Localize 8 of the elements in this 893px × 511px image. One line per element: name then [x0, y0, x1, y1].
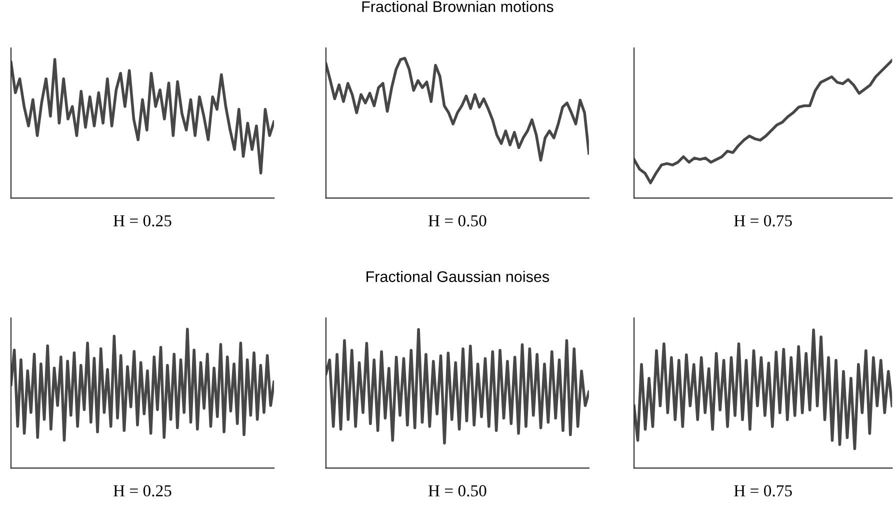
x-axis-title: H = 0.25 [113, 485, 172, 496]
chart-title: Fractional Gaussian noises [366, 270, 550, 282]
x-axis-title: H = 0.75 [734, 215, 792, 226]
x-axis-title: H = 0.50 [428, 215, 486, 226]
x-axis-title: H = 0.25 [113, 215, 172, 226]
x-axis-title: H = 0.50 [428, 485, 486, 496]
chart-title: Fractional Brownian motions [362, 0, 554, 12]
x-axis-title: H = 0.75 [734, 485, 792, 496]
